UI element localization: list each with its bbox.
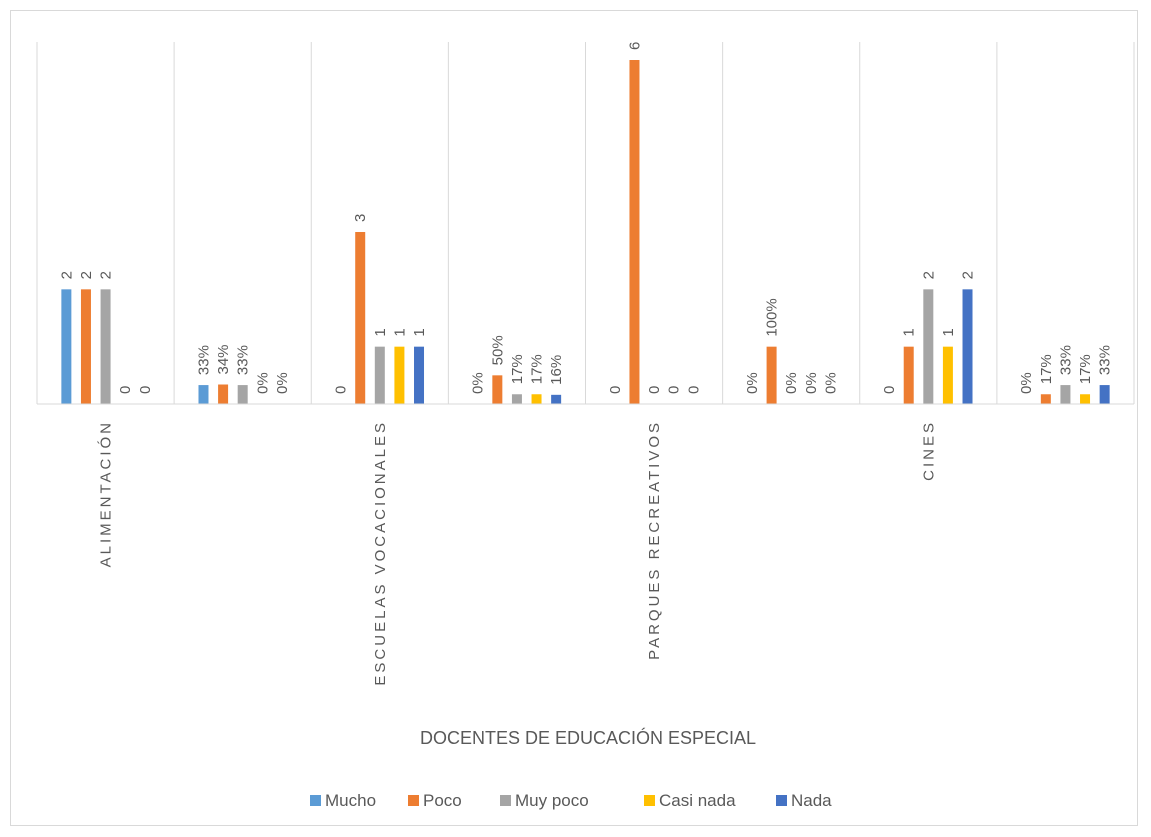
data-label: 33%	[1097, 345, 1114, 375]
category-labels: ALIMENTACIÓN ESCUELAS VOCACIONALES PARQUES…	[98, 420, 938, 686]
legend-label: Muy poco	[515, 791, 589, 810]
bar-mucho	[61, 289, 72, 404]
legend-label: Poco	[423, 791, 462, 810]
legend-swatch	[644, 795, 655, 806]
legend-swatch	[776, 795, 787, 806]
data-label: 33%	[1057, 345, 1074, 375]
bar-muy-poco	[923, 289, 934, 404]
bar-poco	[1040, 394, 1051, 404]
data-label: 0	[333, 386, 350, 394]
data-label: 1	[391, 328, 408, 336]
data-label: 2	[920, 271, 937, 279]
data-label: 17%	[1077, 354, 1094, 384]
data-label: 0%	[744, 372, 761, 394]
data-label: 0%	[783, 372, 800, 394]
legend-label: Casi nada	[659, 791, 736, 810]
bar-poco	[903, 346, 914, 404]
bar-nada	[551, 394, 562, 404]
bar-poco	[766, 346, 777, 404]
data-label: 2	[960, 271, 977, 279]
bar-poco	[629, 60, 640, 404]
data-label: 6	[626, 42, 643, 50]
data-label: 0%	[822, 372, 839, 394]
bar-poco	[355, 232, 366, 404]
bar-mucho	[198, 385, 209, 404]
bars	[61, 60, 1110, 404]
legend-swatch	[408, 795, 419, 806]
data-label: 0	[646, 386, 663, 394]
data-label: 0	[607, 386, 624, 394]
bar-muy-poco	[1060, 385, 1071, 404]
data-label: 0%	[254, 372, 271, 394]
data-label: 0%	[1018, 372, 1035, 394]
legend-swatch	[310, 795, 321, 806]
data-labels: 2 2 20 033% 34% 33%0% 0% 031 1 10%50%17% 17% 16%060…	[58, 42, 1113, 394]
data-label: 100%	[764, 298, 781, 336]
data-label: 0	[685, 386, 702, 394]
data-label: 2	[58, 271, 75, 279]
category-label: ALIMENTACIÓN	[98, 420, 115, 567]
data-label: 0%	[803, 372, 820, 394]
data-label: 1	[901, 328, 918, 336]
x-axis-title: DOCENTES DE EDUCACIÓN ESPECIAL	[420, 727, 756, 748]
data-label: 33%	[235, 345, 252, 375]
bar-nada	[962, 289, 973, 404]
chart-frame	[10, 10, 1138, 826]
data-label: 16%	[548, 355, 565, 385]
data-label: 0%	[274, 372, 291, 394]
data-label: 0	[137, 386, 154, 394]
data-label: 2	[78, 271, 95, 279]
data-label: 0	[666, 386, 683, 394]
legend-swatch	[500, 795, 511, 806]
category-label: PARQUES RECREATIVOS	[646, 420, 663, 660]
data-label: 3	[352, 214, 369, 222]
bar-casi-nada	[394, 346, 405, 404]
bar-casi-nada	[942, 346, 953, 404]
bar-poco	[492, 375, 503, 404]
data-label: 0	[117, 386, 134, 394]
data-label: 50%	[489, 335, 506, 365]
data-label: 17%	[1038, 354, 1055, 384]
data-label: 1	[411, 328, 428, 336]
bar-poco	[218, 384, 229, 404]
data-label: 0%	[470, 372, 487, 394]
group-separators	[36, 42, 1135, 404]
bar-poco	[80, 289, 91, 404]
bar-nada	[414, 346, 425, 404]
legend-label: Nada	[791, 791, 832, 810]
bar-muy-poco	[511, 394, 522, 404]
data-label: 17%	[509, 354, 526, 384]
data-label: 0	[881, 386, 898, 394]
category-label: ESCUELAS VOCACIONALES	[372, 420, 389, 686]
legend-label: Mucho	[325, 791, 376, 810]
bar-muy-poco	[374, 346, 385, 404]
data-label: 2	[98, 271, 115, 279]
bar-nada	[1099, 385, 1110, 404]
data-label: 17%	[529, 354, 546, 384]
bar-muy-poco	[237, 385, 248, 404]
category-label: CINES	[920, 420, 937, 481]
bar-casi-nada	[531, 394, 542, 404]
data-label: 1	[940, 328, 957, 336]
bar-casi-nada	[1080, 394, 1091, 404]
bar-muy-poco	[100, 289, 111, 404]
data-label: 34%	[215, 344, 232, 374]
data-label: 33%	[195, 345, 212, 375]
legend: Mucho Poco Muy poco Casi nada Nada	[310, 791, 832, 810]
data-label: 1	[372, 328, 389, 336]
